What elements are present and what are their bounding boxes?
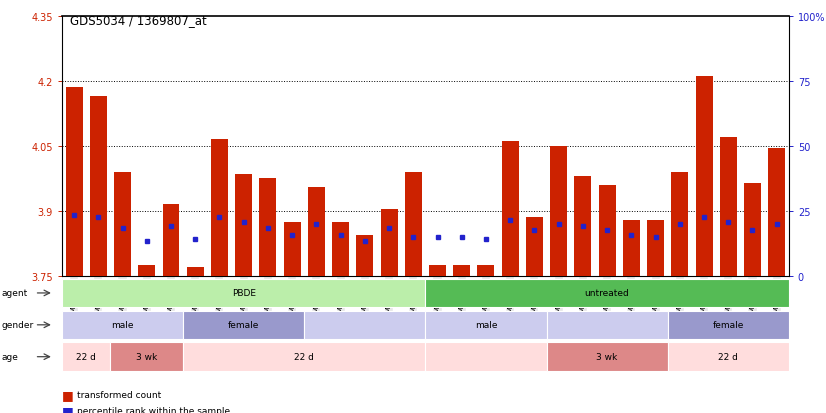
Text: 22 d: 22 d (294, 352, 314, 361)
Text: gender: gender (2, 320, 34, 330)
Text: percentile rank within the sample: percentile rank within the sample (77, 406, 230, 413)
Bar (114, 172, 131, 276)
Bar (183, 311, 304, 339)
Bar (719, 138, 737, 276)
Text: ■: ■ (62, 388, 74, 401)
Bar (477, 266, 495, 276)
Bar (183, 342, 425, 371)
Bar (526, 218, 543, 276)
Text: age: age (2, 352, 18, 361)
Text: ■: ■ (62, 404, 74, 413)
Text: female: female (713, 320, 744, 330)
Bar (672, 172, 688, 276)
Bar (547, 342, 667, 371)
Bar (695, 77, 713, 276)
Bar (381, 209, 397, 276)
Bar (547, 311, 667, 339)
Text: transformed count: transformed count (77, 390, 161, 399)
Bar (211, 140, 228, 276)
Bar (138, 266, 155, 276)
Text: 3 wk: 3 wk (596, 352, 618, 361)
Bar (308, 188, 325, 276)
Text: GDS5034 / 1369807_at: GDS5034 / 1369807_at (70, 14, 207, 27)
Bar (425, 311, 547, 339)
Bar (62, 342, 111, 371)
Bar (111, 342, 183, 371)
Bar (163, 205, 179, 276)
Text: male: male (475, 320, 497, 330)
Bar (259, 179, 277, 276)
Text: untreated: untreated (585, 289, 629, 298)
Bar (356, 235, 373, 276)
Bar (425, 342, 547, 371)
Text: 22 d: 22 d (719, 352, 738, 361)
Text: male: male (112, 320, 134, 330)
Bar (574, 177, 591, 276)
Bar (744, 183, 761, 276)
Bar (62, 279, 425, 308)
Bar (425, 279, 789, 308)
Bar (768, 149, 786, 276)
Text: agent: agent (2, 289, 28, 298)
Text: female: female (228, 320, 259, 330)
Bar (623, 220, 640, 276)
Bar (647, 220, 664, 276)
Bar (62, 311, 183, 339)
Bar (304, 311, 425, 339)
Text: 3 wk: 3 wk (136, 352, 158, 361)
Bar (501, 142, 519, 276)
Bar (187, 268, 204, 276)
Bar (283, 222, 301, 276)
Bar (65, 88, 83, 276)
Bar (429, 266, 446, 276)
Bar (405, 172, 422, 276)
Bar (550, 147, 567, 276)
Bar (90, 97, 107, 276)
Bar (599, 185, 615, 276)
Bar (235, 175, 252, 276)
Text: PBDE: PBDE (231, 289, 256, 298)
Text: 22 d: 22 d (76, 352, 96, 361)
Bar (667, 342, 789, 371)
Bar (667, 311, 789, 339)
Bar (453, 266, 470, 276)
Bar (332, 222, 349, 276)
